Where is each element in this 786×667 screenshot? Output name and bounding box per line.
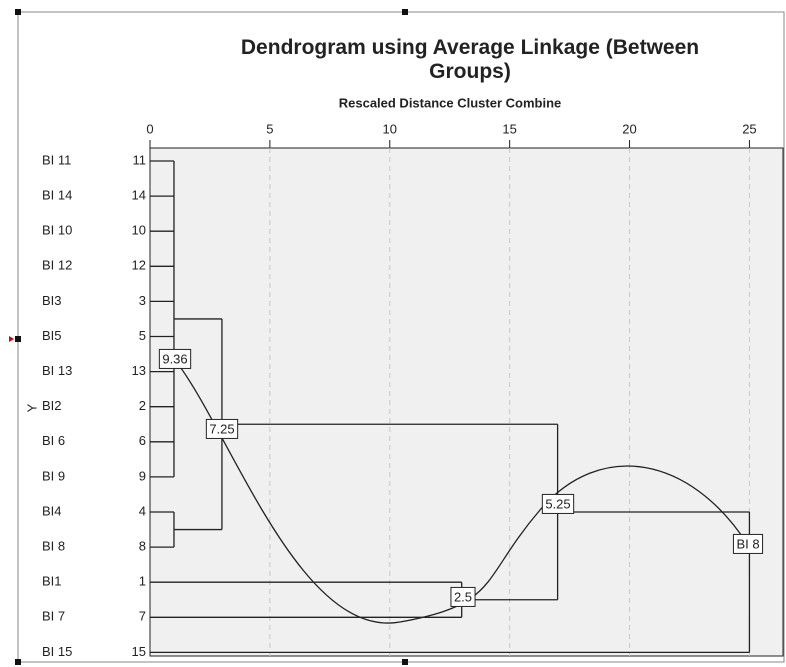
annotation-curve [174, 359, 749, 624]
case-number: 13 [132, 363, 146, 378]
case-number: 6 [139, 433, 146, 448]
leaf-label: BI 7 [42, 609, 65, 624]
case-number: 14 [132, 188, 146, 203]
leaf-label: BI5 [42, 328, 62, 343]
plot-area [149, 147, 784, 657]
annotation-label: 9.36 [162, 351, 187, 366]
dendrogram-link [150, 160, 175, 478]
leaf-label: BI 6 [42, 433, 65, 448]
leaf-label: BI 12 [42, 258, 72, 273]
handle [15, 336, 21, 342]
leaf-label: BI3 [42, 293, 62, 308]
x-tick-label: 20 [622, 121, 636, 136]
case-number: 1 [139, 574, 146, 589]
annotation-box [732, 533, 764, 554]
chart-title: Dendrogram using Average Linkage (Betwee… [241, 36, 699, 83]
leaf-label: BI2 [42, 398, 62, 413]
annotation-label: BI 8 [736, 536, 759, 551]
marker [9, 336, 14, 342]
annotation-box [450, 586, 476, 607]
leaf-label: BI4 [42, 503, 62, 518]
case-number: 8 [139, 539, 146, 554]
leaf-label: BI 11 [42, 152, 71, 167]
case-number: 2 [139, 398, 146, 413]
leaf-label: BI 10 [42, 223, 72, 238]
annotation-label: 7.25 [209, 421, 234, 436]
case-number: 3 [139, 293, 146, 308]
handle [15, 9, 21, 15]
x-tick-label: 10 [383, 121, 397, 136]
annotation-label: 5.25 [545, 496, 570, 511]
handle [402, 659, 408, 665]
y-axis-label: Y [24, 403, 39, 412]
annotation-box [205, 418, 239, 439]
case-number: 4 [139, 503, 146, 518]
dendrogram-link [150, 511, 175, 548]
case-number: 15 [132, 644, 146, 659]
annotation-label: 2.5 [454, 589, 472, 604]
leaf-label: BI 9 [42, 468, 65, 483]
x-tick-label: 25 [742, 121, 756, 136]
leaf-label: BI 15 [42, 644, 72, 659]
case-number: 12 [132, 258, 146, 273]
x-tick-label: 5 [266, 121, 273, 136]
handle [402, 9, 408, 15]
x-tick-label: 15 [502, 121, 516, 136]
leaf-label: BI 8 [42, 539, 65, 554]
case-number: 5 [139, 328, 146, 343]
leaf-label: BI 13 [42, 363, 72, 378]
handle [15, 659, 21, 665]
x-tick-label: 0 [146, 121, 153, 136]
case-number: 11 [133, 152, 147, 167]
case-number: 9 [139, 468, 146, 483]
chart-subtitle: Rescaled Distance Cluster Combine [339, 95, 562, 110]
leaf-label: BI 14 [42, 188, 72, 203]
annotation-box [541, 493, 575, 514]
leaf-label: BI1 [42, 574, 62, 589]
case-number: 7 [139, 609, 146, 624]
case-number: 10 [132, 223, 146, 238]
annotation-box [158, 348, 192, 369]
